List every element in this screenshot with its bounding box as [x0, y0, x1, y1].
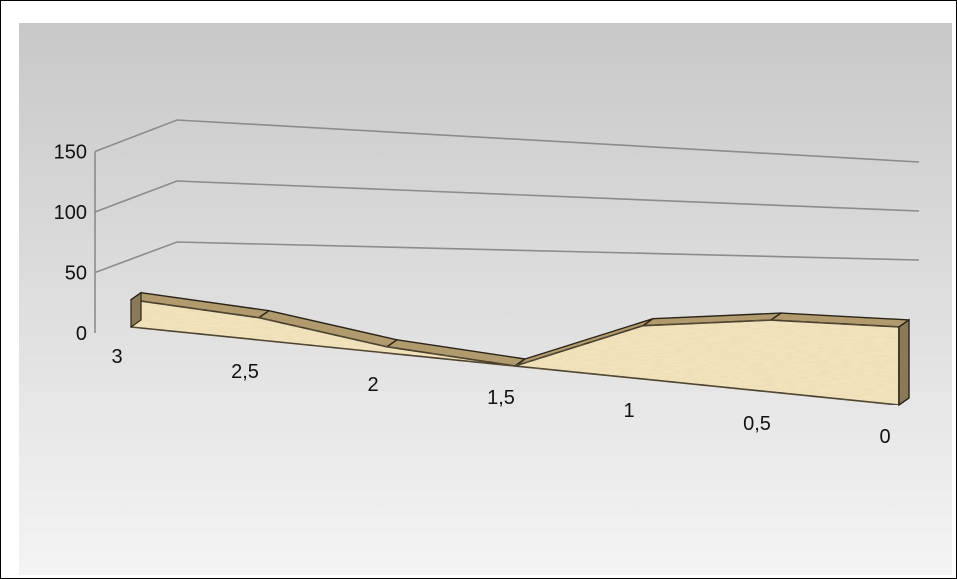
x-tick-label: 1,5	[487, 387, 515, 409]
gridline-150	[94, 119, 920, 163]
y-axis-ticks: 0 50 100 150	[54, 142, 87, 346]
x-tick-label: 3	[111, 346, 122, 368]
x-tick-label: 1	[623, 400, 634, 422]
gridline-50	[94, 241, 920, 274]
y-tick-label: 100	[54, 202, 87, 224]
gridline-100	[94, 180, 920, 213]
area-front-face	[130, 298, 900, 406]
x-axis-ticks: 3 2,5 2 1,5 1 0,5 0	[111, 346, 890, 448]
x-tick-label: 0	[879, 426, 890, 448]
x-tick-label: 0,5	[743, 413, 771, 435]
y-tick-label: 150	[54, 142, 87, 164]
y-tick-label: 50	[65, 263, 87, 285]
y-tick-label: 0	[76, 323, 87, 345]
x-tick-label: 2	[367, 374, 378, 396]
area-side-face	[898, 318, 910, 407]
area-left-cap	[130, 291, 142, 329]
area-series	[130, 291, 910, 407]
gridlines	[94, 119, 920, 333]
chart-area: 0 50 100 150 3 2,5 2 1,5 1 0,5 0	[19, 23, 952, 575]
x-tick-label: 2,5	[231, 361, 259, 383]
area-chart-3d: 0 50 100 150 3 2,5 2 1,5 1 0,5 0	[19, 23, 952, 575]
